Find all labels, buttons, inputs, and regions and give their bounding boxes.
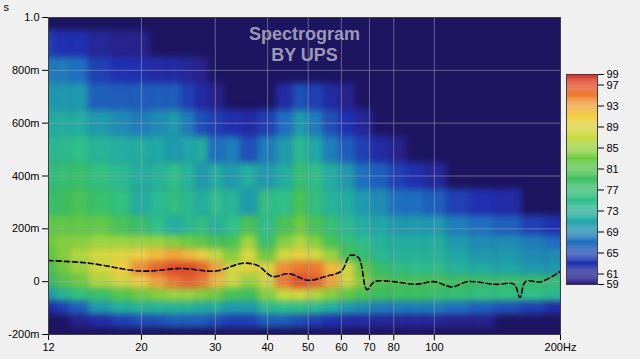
svg-text:50: 50 (302, 341, 314, 353)
svg-text:81: 81 (607, 163, 619, 175)
svg-text:70: 70 (363, 341, 375, 353)
svg-text:60: 60 (335, 341, 347, 353)
svg-text:BY UPS: BY UPS (271, 45, 338, 65)
svg-text:97: 97 (607, 79, 619, 91)
svg-text:Spectrogram: Spectrogram (249, 24, 360, 44)
svg-text:600m: 600m (12, 117, 40, 129)
svg-text:400m: 400m (12, 170, 40, 182)
svg-text:77: 77 (607, 184, 619, 196)
svg-text:1.0: 1.0 (24, 11, 39, 23)
svg-text:200Hz: 200Hz (545, 341, 577, 353)
svg-text:85: 85 (607, 142, 619, 154)
svg-text:61: 61 (607, 268, 619, 280)
svg-text:80: 80 (388, 341, 400, 353)
svg-text:59: 59 (607, 278, 619, 290)
svg-text:200m: 200m (12, 222, 40, 234)
svg-text:73: 73 (607, 205, 619, 217)
svg-text:40: 40 (261, 341, 273, 353)
svg-text:0: 0 (33, 275, 39, 287)
svg-text:800m: 800m (12, 64, 40, 76)
svg-text:30: 30 (209, 341, 221, 353)
svg-text:-200m: -200m (8, 328, 39, 340)
svg-text:100: 100 (425, 341, 443, 353)
svg-text:65: 65 (607, 247, 619, 259)
svg-text:20: 20 (135, 341, 147, 353)
svg-text:69: 69 (607, 226, 619, 238)
svg-text:99: 99 (607, 68, 619, 80)
svg-text:93: 93 (607, 100, 619, 112)
svg-text:89: 89 (607, 121, 619, 133)
svg-text:s: s (4, 1, 10, 13)
svg-text:12: 12 (42, 341, 54, 353)
